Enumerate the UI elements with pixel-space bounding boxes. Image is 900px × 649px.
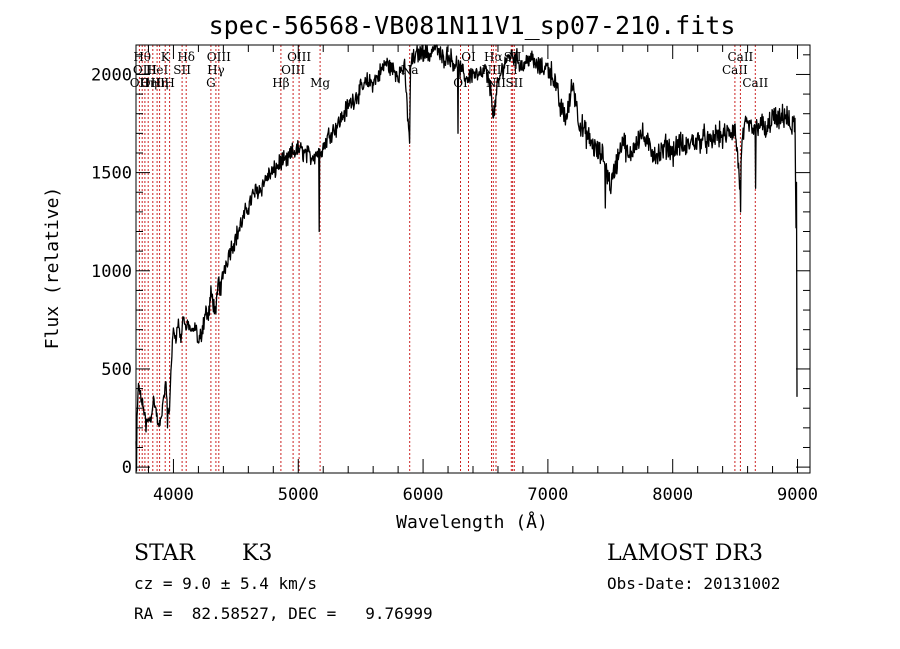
y-axis-label: Flux (relative) xyxy=(42,187,63,350)
object-class: STAR xyxy=(134,541,196,566)
line-marker-label-6: Hη xyxy=(151,76,169,90)
line-marker-label-15: OIII xyxy=(281,63,305,77)
redshift-readout: cz = 9.0 ± 5.4 km/s xyxy=(134,574,317,593)
line-marker-label-29: CaII xyxy=(742,76,768,90)
line-marker-label-28: CaII xyxy=(727,50,753,64)
x-tick-label: 9000 xyxy=(777,485,818,505)
line-marker-label-27: CaII xyxy=(722,63,748,77)
object-subclass: K3 xyxy=(242,541,272,566)
line-marker-label-14: Hβ xyxy=(272,76,289,90)
y-tick-label: 1500 xyxy=(91,164,132,184)
spectrum-trace xyxy=(135,44,798,472)
line-marker-label-12: Hγ xyxy=(207,63,225,77)
line-marker-label-22: Hα xyxy=(484,50,503,64)
line-marker-label-1: Hθ xyxy=(133,50,151,64)
line-marker-label-20: OI xyxy=(461,50,476,64)
x-tick-label: 6000 xyxy=(403,485,444,505)
line-marker-label-4: OIII xyxy=(141,76,165,90)
line-marker-label-26: SII xyxy=(505,76,523,90)
line-marker-label-10: Hδ xyxy=(177,50,195,64)
chart-title: spec-56568-VB081N11V1_sp07-210.fits xyxy=(209,11,736,40)
x-axis-label: Wavelength (Å) xyxy=(396,511,548,533)
line-marker-label-7: K xyxy=(161,50,171,64)
y-tick-label: 2000 xyxy=(91,65,132,85)
line-marker-label-11: G xyxy=(206,76,216,90)
line-marker-label-17: Mg xyxy=(310,76,330,90)
line-marker-label-9: SII xyxy=(173,63,191,77)
line-marker-label-2: OIII xyxy=(133,63,157,77)
coordinates-readout: RA = 82.58527, DEC = 9.76999 xyxy=(134,604,433,623)
line-marker-label-5: HeI xyxy=(146,63,169,77)
plot-area: OIIHθOIIIHηOIIIHeIHηKHSIIHδGHγOIIIHβOIII… xyxy=(91,44,818,505)
y-tick-label: 500 xyxy=(101,360,132,380)
line-marker-label-13: OIII xyxy=(207,50,231,64)
observation-date: Obs-Date: 20131002 xyxy=(607,574,780,593)
x-tick-label: 5000 xyxy=(278,485,319,505)
x-tick-label: 4000 xyxy=(153,485,194,505)
plot-frame xyxy=(135,44,811,474)
y-tick-label: 0 xyxy=(122,458,132,478)
y-tick-label: 1000 xyxy=(91,262,132,282)
line-marker-label-24: Li xyxy=(505,63,517,77)
line-marker-label-8: H xyxy=(164,76,174,90)
x-tick-label: 7000 xyxy=(527,485,568,505)
survey-name: LAMOST DR3 xyxy=(607,541,763,566)
x-tick-label: 8000 xyxy=(652,485,693,505)
line-marker-label-16: OIII xyxy=(287,50,311,64)
